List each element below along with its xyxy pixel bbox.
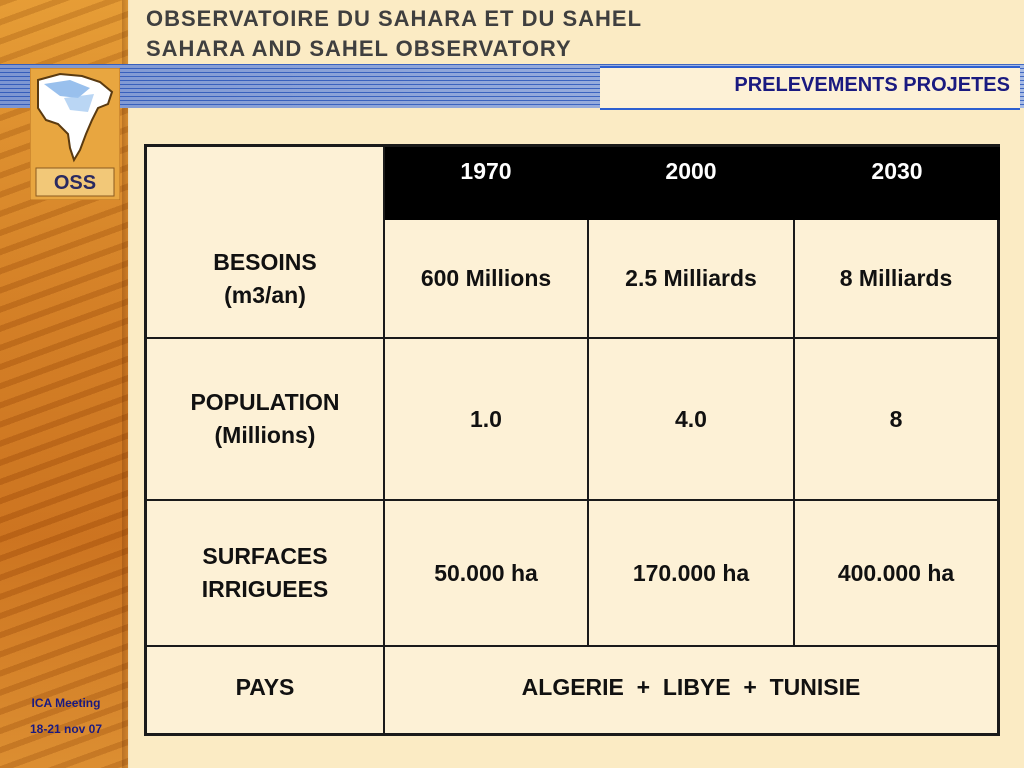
year-2030: 2030 — [794, 147, 1000, 220]
table-cell: 50.000 ha — [434, 559, 538, 586]
table-cell: 1.0 — [470, 405, 502, 432]
table-cell: 600 Millions — [420, 265, 552, 291]
table-cell: 170.000 ha — [632, 559, 750, 586]
grid-line — [587, 220, 589, 646]
organization-name: OBSERVATOIRE DU SAHARA ET DU SAHEL SAHAR… — [146, 4, 642, 64]
page-title: PRELEVEMENTS PROJETES — [734, 74, 1010, 96]
year-1970: 1970 — [384, 147, 588, 220]
grid-line — [147, 499, 997, 501]
org-name-fr: OBSERVATOIRE DU SAHARA ET DU SAHEL — [146, 6, 643, 31]
footer-date: 18-21 nov 07 — [29, 722, 103, 736]
table-cell: 8 — [889, 405, 903, 432]
grid-line — [147, 337, 997, 339]
footer-meeting: ICA Meeting — [31, 696, 101, 710]
sidebar-shadow — [122, 0, 130, 768]
logo-text: OSS — [54, 172, 96, 194]
table-cell: 2.5 Milliards — [625, 265, 757, 291]
grid-line — [383, 147, 385, 733]
row-label-besoins: BESOINS (m3/an) — [213, 248, 317, 308]
org-name-en: SAHARA AND SAHEL OBSERVATORY — [146, 36, 572, 61]
table-cell: 4.0 — [675, 405, 707, 432]
pays-value: ALGERIE + LIBYE + TUNISIE — [521, 674, 861, 700]
table-cell: 400.000 ha — [837, 559, 955, 586]
row-label-population: POPULATION (Millions) — [190, 389, 340, 448]
title-box: PRELEVEMENTS PROJETES — [600, 66, 1020, 110]
row-label-pays: PAYS — [235, 674, 295, 700]
grid-line — [147, 645, 997, 647]
grid-line — [793, 220, 795, 646]
projections-table: 1970 2000 2030 BESOINS (m3/an) 600 Milli… — [144, 144, 1000, 736]
year-2000: 2000 — [588, 147, 794, 220]
oss-logo: OSS — [30, 68, 120, 200]
row-label-surfaces: SURFACES IRRIGUEES — [201, 543, 329, 602]
table-cell: 8 Milliards — [839, 265, 953, 291]
